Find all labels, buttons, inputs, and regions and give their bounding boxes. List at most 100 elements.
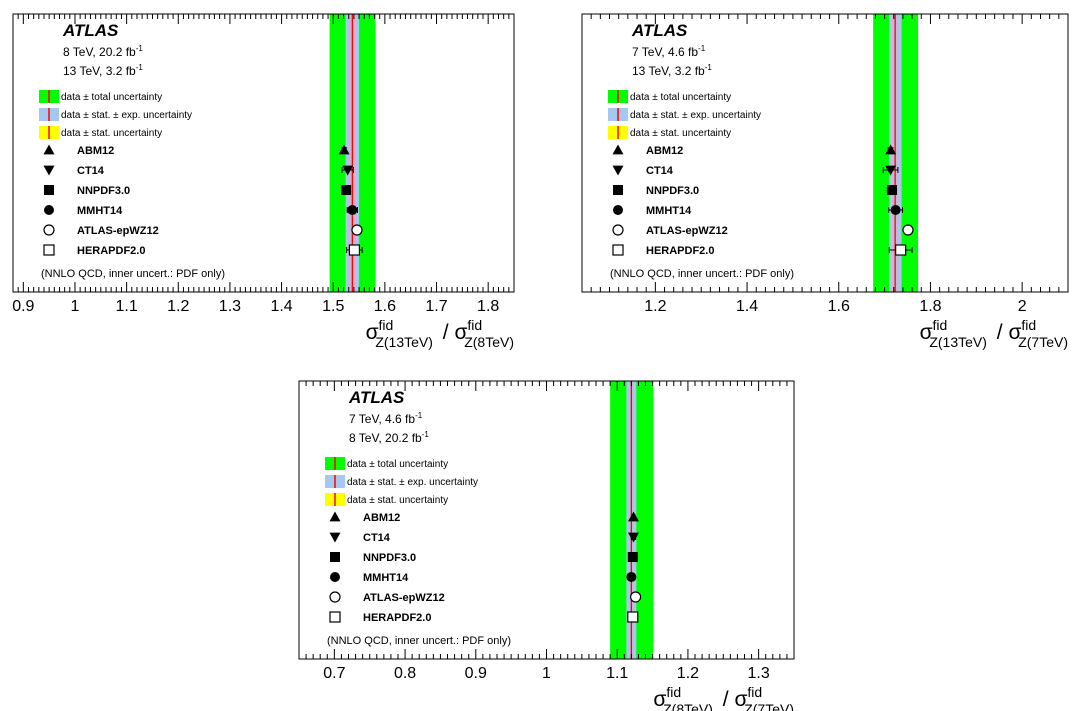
- prediction-name: MMHT14: [646, 205, 692, 217]
- legend-marker-triangle-up: [612, 144, 624, 155]
- x-tick-label: 1.8: [477, 298, 499, 315]
- prediction-name: NNPDF3.0: [363, 552, 416, 564]
- lumi-label: 7 TeV, 4.6 fb-1: [349, 411, 423, 426]
- prediction-point-triangle-up: [338, 144, 350, 155]
- prediction-name: NNPDF3.0: [646, 185, 699, 197]
- chart-panel-1: 0.9 1 1.1 1.2 1.3 1.4 1.5 1.6 1.7 1.8 σfid Z(13TeV)…: [12, 13, 515, 350]
- prediction-name: HERAPDF2.0: [77, 245, 145, 257]
- x-tick-label: 1.4: [270, 298, 292, 315]
- prediction-name: ATLAS-epWZ12: [646, 225, 728, 237]
- legend-marker-triangle-down: [612, 165, 624, 176]
- legend-marker-circle-open: [329, 591, 341, 603]
- legend-marker-square-open: [329, 611, 341, 623]
- prediction-point-square-open: [627, 611, 639, 623]
- prediction-name: ABM12: [363, 512, 400, 524]
- prediction-name: ABM12: [646, 145, 683, 157]
- legend-marker-triangle-up: [43, 144, 55, 155]
- legend-label: data ± stat. ± exp. uncertainty: [630, 110, 761, 121]
- x-axis-title: σfid Z(8TeV) / σfid Z(7TeV): [653, 684, 794, 711]
- legend-label: data ± stat. uncertainty: [347, 495, 448, 506]
- prediction-point-square-filled: [341, 185, 352, 195]
- x-tick-label: 1.6: [828, 298, 850, 315]
- legend-label: data ± total uncertainty: [630, 92, 731, 103]
- prediction-point-square-open: [895, 244, 907, 256]
- legend-marker-square-filled: [330, 552, 340, 562]
- prediction-point-square-open: [348, 244, 361, 256]
- x-tick-label: 1.2: [167, 298, 189, 315]
- plot-frame: [581, 13, 1069, 293]
- x-axis-title: σfid Z(13TeV) / σfid Z(8TeV): [366, 317, 514, 350]
- legend-marker-circle-filled: [613, 205, 623, 215]
- prediction-point-square-filled: [627, 552, 638, 562]
- legend-label: data ± stat. uncertainty: [61, 128, 162, 139]
- legend-label: data ± stat. ± exp. uncertainty: [61, 110, 192, 121]
- prediction-point-triangle-up: [885, 144, 897, 155]
- legend-label: data ± total uncertainty: [61, 92, 162, 103]
- legend-marker-square-filled: [613, 185, 623, 195]
- prediction-name: CT14: [363, 532, 391, 544]
- prediction-point-triangle-up: [627, 511, 639, 522]
- legend-marker-square-filled: [44, 185, 54, 195]
- prediction-name: MMHT14: [363, 572, 409, 584]
- x-tick-label: 1: [71, 298, 80, 315]
- legend-label: data ± stat. uncertainty: [630, 128, 731, 139]
- lumi-label: 8 TeV, 20.2 fb-1: [349, 430, 429, 445]
- prediction-point-circle-open: [902, 224, 914, 236]
- x-tick-label: 1.7: [425, 298, 447, 315]
- prediction-name: HERAPDF2.0: [646, 245, 714, 257]
- prediction-point-square-filled: [886, 185, 897, 195]
- legend-marker-triangle-down: [329, 532, 341, 543]
- x-tick-label: 1.1: [116, 298, 138, 315]
- lumi-label: 8 TeV, 20.2 fb-1: [63, 44, 143, 59]
- legend-marker-circle-filled: [44, 205, 54, 215]
- prediction-point-triangle-down: [627, 532, 639, 543]
- x-axis-title: σfid Z(13TeV) / σfid Z(7TeV): [920, 317, 1068, 350]
- plot-frame: [12, 13, 515, 293]
- chart-panel-2: 1.2 1.4 1.6 1.8 2 σfid Z(13TeV) / σfid Z(7TeV) A…: [581, 13, 1069, 350]
- legend-marker-square-open: [612, 244, 624, 256]
- prediction-point-triangle-down: [885, 165, 897, 176]
- x-tick-label: 0.9: [12, 298, 34, 315]
- legend-label: data ± total uncertainty: [347, 459, 448, 470]
- prediction-name: ATLAS-epWZ12: [363, 592, 445, 604]
- prediction-name: HERAPDF2.0: [363, 612, 431, 624]
- x-tick-label: 1.2: [677, 665, 699, 682]
- x-tick-label: 1: [542, 665, 551, 682]
- legend-marker-square-open: [43, 244, 55, 256]
- qcd-note: (NNLO QCD, inner uncert.: PDF only): [41, 268, 225, 280]
- x-tick-label: 1.1: [606, 665, 628, 682]
- atlas-label: ATLAS: [631, 21, 688, 40]
- prediction-name: NNPDF3.0: [77, 185, 130, 197]
- x-tick-label: 0.7: [323, 665, 345, 682]
- chart-panel-3: 0.7 0.8 0.9 1 1.1 1.2 1.3 σfid Z(8TeV) / σfid Z(7…: [298, 380, 795, 711]
- atlas-label: ATLAS: [348, 388, 405, 407]
- prediction-point-circle-open: [351, 224, 363, 236]
- x-tick-label: 1.8: [919, 298, 941, 315]
- lumi-label: 7 TeV, 4.6 fb-1: [632, 44, 706, 59]
- x-tick-label: 1.5: [322, 298, 344, 315]
- x-tick-label: 1.4: [736, 298, 758, 315]
- prediction-point-circle-open: [629, 591, 642, 603]
- x-tick-label: 2: [1018, 298, 1027, 315]
- prediction-point-triangle-down: [342, 165, 354, 176]
- x-tick-label: 1.6: [374, 298, 396, 315]
- prediction-point-circle-filled: [890, 205, 901, 215]
- x-tick-label: 0.9: [465, 665, 487, 682]
- prediction-name: CT14: [646, 165, 674, 177]
- legend-marker-triangle-down: [43, 165, 55, 176]
- legend-marker-triangle-up: [329, 511, 341, 522]
- prediction-name: ATLAS-epWZ12: [77, 225, 159, 237]
- x-tick-label: 0.8: [394, 665, 416, 682]
- qcd-note: (NNLO QCD, inner uncert.: PDF only): [610, 268, 794, 280]
- lumi-label: 13 TeV, 3.2 fb-1: [63, 63, 143, 78]
- qcd-note: (NNLO QCD, inner uncert.: PDF only): [327, 635, 511, 647]
- x-tick-label: 1.3: [219, 298, 241, 315]
- prediction-name: MMHT14: [77, 205, 123, 217]
- atlas-label: ATLAS: [62, 21, 119, 40]
- prediction-point-circle-filled: [626, 572, 637, 582]
- x-tick-label: 1.3: [748, 665, 770, 682]
- lumi-label: 13 TeV, 3.2 fb-1: [632, 63, 712, 78]
- legend-label: data ± stat. ± exp. uncertainty: [347, 477, 478, 488]
- legend-marker-circle-open: [612, 224, 624, 236]
